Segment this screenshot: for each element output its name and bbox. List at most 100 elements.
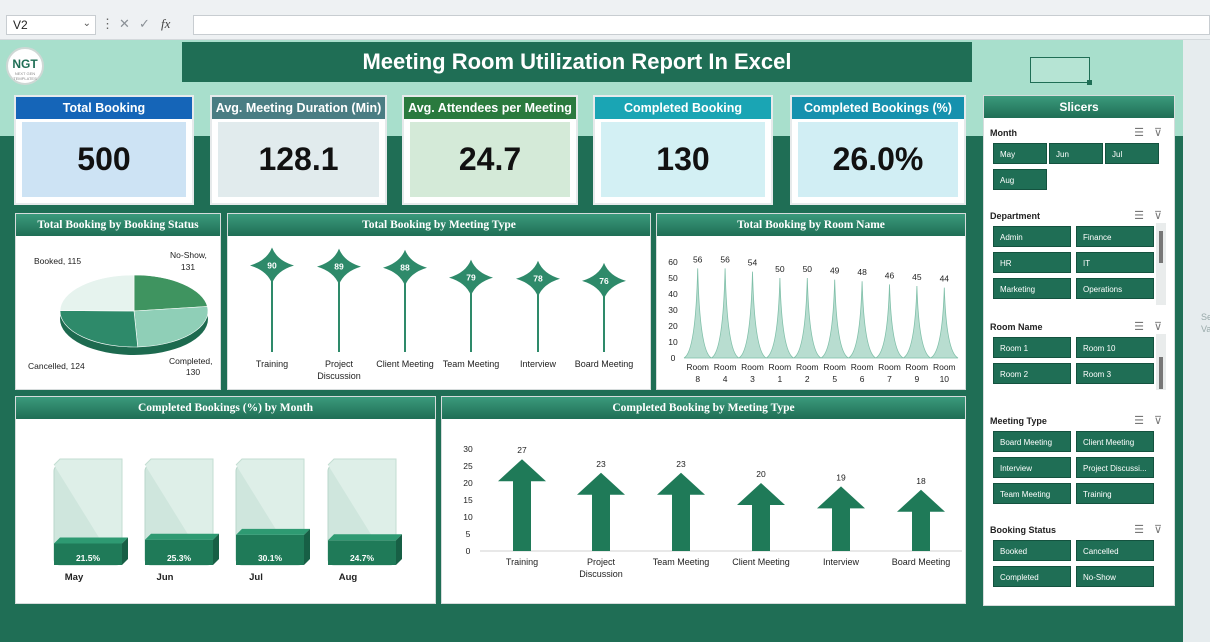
name-box[interactable]: V2 ⌄: [6, 15, 96, 35]
cylinder-fill-side: [213, 533, 219, 565]
multi-select-icon[interactable]: ☰: [1134, 210, 1144, 222]
room-label: Room: [906, 362, 929, 372]
room-number: 3: [750, 374, 755, 384]
slicer-button[interactable]: Project Discussi...: [1076, 457, 1154, 478]
multi-select-icon[interactable]: ☰: [1134, 415, 1144, 427]
slicer-button[interactable]: No-Show: [1076, 566, 1154, 587]
chart-title: Completed Bookings (%) by Month: [16, 397, 435, 419]
more-options-icon[interactable]: ⋮: [101, 16, 114, 31]
slicer-button[interactable]: Board Meeting: [993, 431, 1071, 452]
insert-function-icon[interactable]: fx: [161, 16, 171, 31]
room-number: 9: [915, 374, 920, 384]
room-number: 6: [860, 374, 865, 384]
slicer-button[interactable]: Jul: [1105, 143, 1159, 164]
formula-input[interactable]: [193, 15, 1210, 35]
slicer-button[interactable]: Client Meeting: [1076, 431, 1154, 452]
slicer-button[interactable]: Room 1: [993, 337, 1071, 358]
selected-cell[interactable]: [1030, 57, 1092, 85]
enter-icon[interactable]: ✓: [139, 16, 150, 31]
arrow-bar: [577, 472, 625, 551]
chart-room-name[interactable]: Total Booking by Room Name 0 10 20 30 40 50 60…: [656, 213, 966, 390]
kpi-label: Completed Bookings (%): [792, 97, 964, 119]
data-label: 56: [720, 254, 730, 264]
arrow-bar: [657, 472, 705, 551]
lollipop-star: [317, 248, 361, 285]
data-label: 30.1%: [258, 553, 283, 563]
report-title: Meeting Room Utilization Report In Excel: [182, 42, 972, 82]
slicer-button[interactable]: Finance: [1076, 226, 1154, 247]
room-label: Room: [769, 362, 792, 372]
slicer-button[interactable]: Room 3: [1076, 363, 1154, 384]
slicer-button[interactable]: Cancelled: [1076, 540, 1154, 561]
scroll-thumb[interactable]: [1159, 231, 1163, 263]
slicer-button[interactable]: Room 10: [1076, 337, 1154, 358]
data-label: 24.7%: [350, 553, 375, 563]
multi-select-icon[interactable]: ☰: [1134, 524, 1144, 536]
room-label: Room: [878, 362, 901, 372]
clear-filter-icon[interactable]: ⊽: [1153, 415, 1162, 427]
tick-label: 20: [668, 321, 678, 331]
slicer-button[interactable]: Admin: [993, 226, 1071, 247]
fill-handle[interactable]: [1087, 80, 1092, 85]
slicer-button[interactable]: Jun: [1049, 143, 1103, 164]
formula-bar: V2 ⌄ ⋮ ✕ ✓ fx: [0, 0, 1210, 40]
data-label: 46: [885, 270, 895, 280]
slicer-scrollbar[interactable]: [1156, 334, 1166, 390]
slicer-booking-status: Booking Status ☰ ⊽ Booked Cancelled Completed…: [990, 523, 1166, 593]
multi-select-icon[interactable]: ☰: [1134, 321, 1144, 333]
arrow-bar: [498, 459, 546, 551]
data-label: 76: [599, 276, 609, 286]
slicer-button[interactable]: Aug: [993, 169, 1047, 190]
logo-text: NGT: [12, 57, 38, 71]
chart-completed-month[interactable]: Completed Bookings (%) by Month 21.5% May…: [15, 396, 436, 604]
chart-meeting-type[interactable]: Total Booking by Meeting Type 90 89 88 79 78…: [227, 213, 651, 390]
tick-label: 15: [463, 495, 473, 505]
scroll-thumb[interactable]: [1159, 357, 1163, 389]
slicer-button[interactable]: May: [993, 143, 1047, 164]
chart-booking-status[interactable]: Total Booking by Booking Status Booked, …: [15, 213, 221, 390]
chart-title: Total Booking by Booking Status: [16, 214, 220, 236]
slicer-meeting-type: Meeting Type ☰ ⊽ Board Meeting Client Meetin…: [990, 414, 1166, 510]
kpi-value: 500: [22, 122, 186, 197]
slicer-items: Booked Cancelled Completed No-Show: [990, 537, 1166, 593]
slicer-scrollbar[interactable]: [1156, 223, 1166, 305]
slicer-button[interactable]: Booked: [993, 540, 1071, 561]
slicer-button[interactable]: Operations: [1076, 278, 1154, 299]
kpi-label: Avg. Attendees per Meeting: [404, 97, 576, 119]
slicer-button[interactable]: Marketing: [993, 278, 1071, 299]
kpi-card: Total Booking 500: [14, 95, 194, 205]
data-label: 23: [676, 459, 686, 469]
slicer-button[interactable]: Interview: [993, 457, 1071, 478]
clear-filter-icon[interactable]: ⊽: [1153, 524, 1162, 536]
chart-completed-type[interactable]: Completed Booking by Meeting Type 0 5 10 15…: [441, 396, 966, 604]
chevron-down-icon[interactable]: ⌄: [82, 18, 91, 29]
cancel-icon[interactable]: ✕: [119, 16, 130, 31]
arrow-bar: [817, 486, 865, 551]
clear-filter-icon[interactable]: ⊽: [1153, 127, 1162, 139]
category-label: Interview: [823, 557, 860, 567]
tick-label: 50: [668, 273, 678, 283]
category-label: Client Meeting: [376, 359, 434, 369]
slicer-button[interactable]: Training: [1076, 483, 1154, 504]
lollipop-chart: 90 89 88 79 78 76 Training Project Discussion Cli…: [250, 247, 633, 381]
pie-label: 130: [186, 367, 200, 377]
name-box-value: V2: [13, 18, 28, 32]
cylinder-fill: [236, 534, 304, 565]
slicer-button[interactable]: HR: [993, 252, 1071, 273]
chart-title: Completed Booking by Meeting Type: [442, 397, 965, 419]
clear-filter-icon[interactable]: ⊽: [1153, 321, 1162, 333]
category-label: Aug: [339, 572, 358, 583]
slicer-button[interactable]: Team Meeting: [993, 483, 1071, 504]
tick-label: 40: [668, 289, 678, 299]
cylinder-fill-top: [236, 528, 310, 535]
slicer-button[interactable]: Completed: [993, 566, 1071, 587]
slicers-title: Slicers: [984, 96, 1174, 118]
data-label: 44: [940, 274, 950, 284]
slicer-button[interactable]: Room 2: [993, 363, 1071, 384]
slicer-button[interactable]: IT: [1076, 252, 1154, 273]
clear-filter-icon[interactable]: ⊽: [1153, 210, 1162, 222]
pie-label: No-Show,: [170, 250, 207, 260]
category-label: Team Meeting: [443, 359, 500, 369]
kpi-card: Avg. Meeting Duration (Min) 128.1: [210, 95, 387, 205]
multi-select-icon[interactable]: ☰: [1134, 127, 1144, 139]
